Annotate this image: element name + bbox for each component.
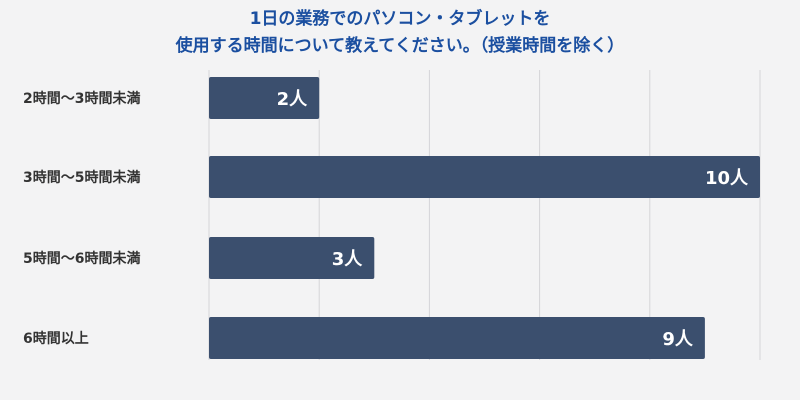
category-label: 3時間〜5時間未満 [23,169,140,186]
chart-title-line-2: 使用する時間について教えてください。（授業時間を除く） [175,36,625,56]
chart-title-line-1: 1日の業務でのパソコン・タブレットを [249,9,551,29]
bar-value-label: 3人 [332,249,364,270]
bar [209,317,705,359]
bar-value-label: 9人 [662,329,694,350]
bar-value-label: 10人 [705,168,749,189]
chart-title: 1日の業務でのパソコン・タブレットを 使用する時間について教えてください。（授業… [0,6,800,60]
bar-value-label: 2人 [277,89,309,110]
category-label: 6時間以上 [23,330,89,347]
bar [209,237,375,279]
bar [209,77,320,119]
category-label: 5時間〜6時間未満 [23,250,140,267]
category-label: 2時間〜3時間未満 [23,90,140,107]
bar [209,156,760,198]
